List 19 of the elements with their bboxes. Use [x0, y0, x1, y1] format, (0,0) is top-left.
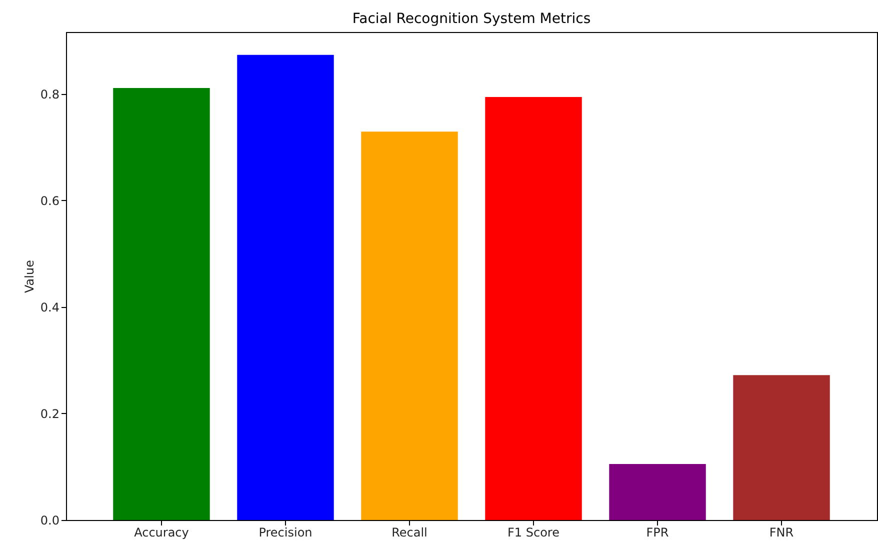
y-tick-label: 0.8: [40, 87, 60, 102]
x-tick-label: FPR: [646, 526, 669, 540]
y-axis-title: Value: [22, 260, 36, 293]
y-tick-label: 0.6: [40, 194, 60, 208]
x-tick-label: Recall: [392, 526, 428, 540]
bar: [609, 464, 706, 520]
bar: [113, 88, 210, 520]
x-tick-label: FNR: [769, 526, 794, 540]
bar: [237, 54, 334, 520]
bar: [361, 132, 458, 520]
chart-title: Facial Recognition System Metrics: [352, 11, 591, 27]
y-tick-label: 0.2: [40, 406, 60, 421]
y-tick-label: 0.0: [40, 514, 60, 528]
x-tick-label: F1 Score: [508, 526, 560, 540]
bar: [485, 96, 582, 520]
bar: [733, 375, 830, 520]
x-tick-label: Precision: [258, 526, 312, 540]
y-tick-label: 0.4: [40, 300, 60, 314]
x-tick-label: Accuracy: [134, 526, 189, 540]
